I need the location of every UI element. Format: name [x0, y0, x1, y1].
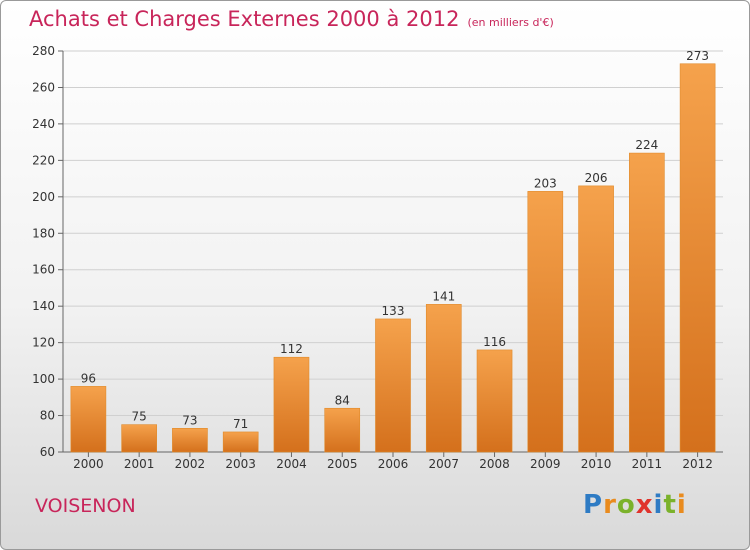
chart-title: Achats et Charges Externes 2000 à 2012 (e…	[29, 7, 554, 31]
logo-letter: o	[616, 490, 636, 520]
y-tick-label: 220	[32, 153, 55, 167]
x-tick-label: 2000	[73, 457, 104, 471]
bar-value-label: 73	[182, 413, 197, 427]
bar-value-label: 116	[483, 335, 506, 349]
logo-letter: P	[583, 490, 604, 520]
proxiti-logo: Proxiti	[583, 490, 687, 520]
y-tick-label: 280	[32, 44, 55, 58]
y-tick-label: 120	[32, 336, 55, 350]
bar	[222, 431, 259, 453]
x-tick-label: 2001	[124, 457, 155, 471]
x-tick-label: 2007	[428, 457, 459, 471]
y-tick-label: 160	[32, 263, 55, 277]
x-tick-label: 2006	[378, 457, 409, 471]
y-tick-label: 260	[32, 80, 55, 94]
x-tick-label: 2011	[632, 457, 663, 471]
x-tick-label: 2012	[682, 457, 713, 471]
logo-letter: r	[603, 490, 617, 520]
logo-letter: x	[635, 490, 654, 520]
chart-title-text: Achats et Charges Externes 2000 à 2012	[29, 7, 460, 31]
logo-letter: i	[653, 490, 664, 520]
bar	[527, 191, 564, 453]
x-tick-label: 2005	[327, 457, 358, 471]
x-tick-label: 2008	[479, 457, 510, 471]
bar	[70, 386, 107, 453]
bar	[273, 356, 310, 453]
bar	[425, 304, 462, 453]
y-tick-label: 200	[32, 190, 55, 204]
y-tick-label: 60	[40, 445, 55, 459]
y-tick-label: 240	[32, 117, 55, 131]
bar-value-label: 133	[382, 304, 405, 318]
y-tick-label: 180	[32, 226, 55, 240]
x-tick-label: 2003	[225, 457, 256, 471]
logo-letter: t	[663, 490, 677, 520]
bar-value-label: 75	[132, 410, 147, 424]
bar	[476, 349, 513, 453]
bar	[172, 428, 208, 453]
bars	[70, 63, 716, 453]
bar-value-label: 112	[280, 342, 303, 356]
y-tick-label: 100	[32, 372, 55, 386]
bar	[324, 407, 361, 453]
bar-value-label: 203	[534, 176, 557, 190]
x-tick-label: 2004	[276, 457, 307, 471]
bar	[629, 152, 665, 453]
bar-value-label: 96	[81, 371, 96, 385]
labels: 60 80 100 120 140 160 180 200 220 240 260 280 96 2000…	[32, 44, 713, 471]
bar	[375, 318, 411, 453]
x-tick-label: 2002	[175, 457, 206, 471]
bar	[121, 424, 157, 453]
bar	[578, 185, 614, 453]
place-name: VOISENON	[35, 495, 136, 517]
bar-value-label: 224	[635, 138, 658, 152]
y-tick-label: 140	[32, 299, 55, 313]
bar	[679, 63, 716, 453]
bar-value-label: 141	[432, 289, 455, 303]
y-tick-label: 80	[40, 409, 55, 423]
x-tick-label: 2010	[581, 457, 612, 471]
bar-value-label: 71	[233, 417, 248, 431]
bar-value-label: 84	[335, 393, 350, 407]
bar-value-label: 273	[686, 49, 709, 63]
logo-letter: i	[676, 490, 687, 520]
chart-subtitle: (en milliers d'€)	[467, 16, 554, 29]
x-tick-label: 2009	[530, 457, 561, 471]
bar-value-label: 206	[585, 171, 608, 185]
